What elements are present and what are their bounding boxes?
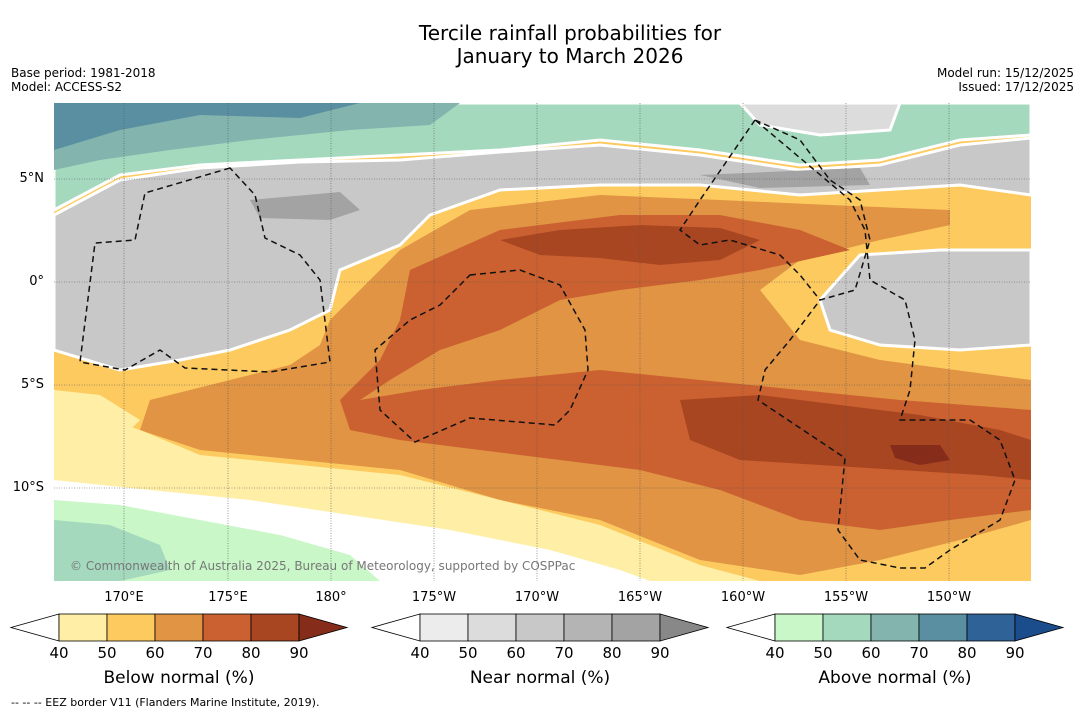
cb-above-swatch (870, 613, 920, 642)
cb-above-right-arrow (1014, 613, 1065, 642)
cb-above-swatch (822, 613, 872, 642)
cb-near-tick: 60 (506, 644, 526, 662)
title-line-1: Tercile rainfall probabilities for (418, 21, 722, 45)
cb-below-swatch (154, 613, 204, 642)
cb-below-swatch (202, 613, 252, 642)
eez-line-islands (754, 119, 1016, 569)
lat-label-0: 0° (29, 274, 44, 289)
near-normal-region-dark (250, 168, 870, 220)
cb-above-swatch (774, 613, 824, 642)
cb-below-tick: 60 (145, 644, 165, 662)
lon-label-180: 180° (315, 590, 347, 605)
model-run: Model run: 15/12/2025 (936, 66, 1074, 80)
issued-date: Issued: 17/12/2025 (958, 80, 1074, 94)
below-normal-region-west (54, 390, 140, 440)
cb-near-tick: 80 (602, 644, 622, 662)
below-normal-region-90 (890, 445, 950, 465)
cb-near-swatch (515, 613, 565, 642)
cb-near-swatch (419, 613, 469, 642)
cb-near-right-arrow (659, 613, 710, 642)
cb-below-swatch (250, 613, 300, 642)
cb-below-tick: 70 (193, 644, 213, 662)
cb-above-tick: 80 (957, 644, 977, 662)
cb-near-swatch (563, 613, 613, 642)
cb-above-swatch (966, 613, 1016, 642)
cb-near-tick: 50 (458, 644, 478, 662)
near-normal-region-east (818, 248, 1031, 352)
above-normal-region-south-dark (54, 520, 170, 581)
cb-below-tick: 80 (241, 644, 261, 662)
colorbars (9, 613, 1065, 642)
cb-above-tick: 60 (861, 644, 881, 662)
lon-label-160w: 160°W (720, 590, 766, 605)
lon-label-175w: 175°W (411, 590, 457, 605)
cb-below-right-arrow (298, 613, 349, 642)
above-normal-region-blue (54, 103, 360, 150)
lon-label-170w: 170°W (514, 590, 560, 605)
cb-near-tick: 40 (410, 644, 430, 662)
metadata-left: Base period: 1981-2018 Model: ACCESS-S2 (11, 66, 156, 94)
cb-near-tick: 70 (554, 644, 574, 662)
lon-label-175e: 175°E (208, 590, 248, 605)
graticule (54, 103, 1031, 581)
cb-near-swatch (467, 613, 517, 642)
cb-above-left-arrow (725, 613, 776, 642)
cb-below-tick: 50 (97, 644, 117, 662)
lon-label-155w: 155°W (823, 590, 869, 605)
cb-below-swatch (58, 613, 108, 642)
base-period: Base period: 1981-2018 (11, 66, 156, 80)
cb-near-left-arrow (370, 613, 421, 642)
cb-above-tick: 70 (909, 644, 929, 662)
lat-label-5n: 5°N (19, 171, 45, 186)
lon-label-170e: 170°E (104, 590, 144, 605)
cb-above-tick: 50 (813, 644, 833, 662)
eez-phoenix (374, 269, 589, 443)
title-line-2: January to March 2026 (456, 44, 684, 68)
cb-below-swatch (106, 613, 156, 642)
cb-above-tick: 90 (1005, 644, 1025, 662)
copyright-notice: © Commonwealth of Australia 2025, Bureau… (70, 559, 576, 573)
cb-above-title: Above normal (%) (818, 668, 972, 688)
cb-near-tick: 90 (650, 644, 670, 662)
below-normal-region-80 (500, 225, 1031, 480)
cb-above-swatch (918, 613, 968, 642)
model-name: Model: ACCESS-S2 (11, 80, 123, 94)
cb-below-title: Below normal (%) (103, 668, 255, 688)
lon-label-165w: 165°W (617, 590, 663, 605)
cb-near-swatch (611, 613, 661, 642)
eez-tuvalu (79, 167, 331, 373)
eez-borders (79, 119, 1016, 569)
map-title: Tercile rainfall probabilities for Janua… (0, 22, 1085, 68)
lon-label-150w: 150°W (926, 590, 972, 605)
lat-label-10s: 10°S (12, 480, 44, 495)
cb-above-tick: 40 (765, 644, 785, 662)
cb-below-tick: 90 (289, 644, 309, 662)
map-area (54, 103, 1031, 581)
cb-near-title: Near normal (%) (469, 668, 611, 688)
eez-line-north (678, 119, 821, 301)
lat-label-5s: 5°S (20, 377, 44, 392)
eez-legend-footer: -- -- -- EEZ border V11 (Flanders Marine… (11, 696, 320, 709)
metadata-right: Model run: 15/12/2025 Issued: 17/12/2025 (937, 66, 1074, 94)
cb-below-tick: 40 (49, 644, 69, 662)
cb-below-left-arrow (9, 613, 60, 642)
